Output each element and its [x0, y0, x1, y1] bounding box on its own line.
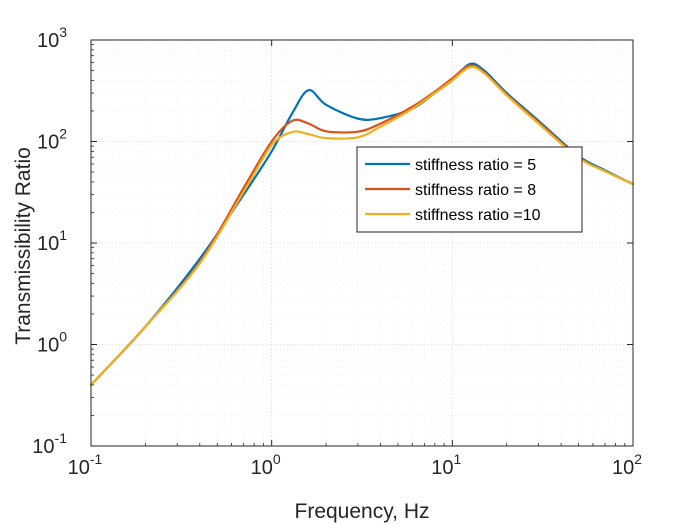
x-tick-base: 10 [431, 457, 453, 479]
y-tick-base: 10 [37, 30, 59, 52]
series-line-3 [89, 65, 635, 386]
ticks [90, 39, 634, 447]
y-tick-label: 103 [37, 24, 67, 52]
y-tick-base: 10 [37, 132, 59, 154]
x-tick-label: 100 [251, 451, 281, 479]
legend-label-2: stiffness ratio = 8 [415, 182, 536, 199]
y-tick-exponent: 2 [59, 126, 67, 142]
y-tick-exponent: 1 [59, 227, 67, 243]
x-tick-label: 101 [431, 451, 461, 479]
legend-label-1: stiffness ratio = 5 [415, 157, 536, 174]
x-tick-exponent: 0 [273, 451, 281, 467]
y-tick-base: 10 [37, 335, 59, 357]
legend: stiffness ratio = 5 stiffness ratio = 8 st… [356, 146, 583, 233]
series-lines [89, 62, 635, 386]
x-tick-base: 10 [251, 457, 273, 479]
y-tick-exponent: -1 [55, 430, 68, 446]
x-tick-exponent: 2 [634, 451, 642, 467]
y-tick-base: 10 [32, 436, 54, 458]
grid [90, 39, 634, 447]
x-tick-labels: 10-1 100 101 102 [68, 451, 643, 479]
y-tick-base: 10 [37, 233, 59, 255]
legend-label-3: stiffness ratio =10 [415, 207, 541, 224]
x-tick-base: 10 [612, 457, 634, 479]
x-tick-label: 10-1 [68, 451, 103, 479]
x-tick-base: 10 [68, 457, 90, 479]
x-tick-exponent: -1 [90, 451, 103, 467]
x-axis-label: Frequency, Hz [295, 500, 430, 523]
y-tick-label: 100 [37, 329, 67, 357]
x-tick-exponent: 1 [454, 451, 462, 467]
y-tick-label: 102 [37, 126, 67, 154]
x-tick-label: 102 [612, 451, 642, 479]
y-axis-label: Transmissibility Ratio [12, 147, 35, 345]
y-tick-exponent: 3 [59, 24, 67, 40]
y-tick-label: 10-1 [32, 430, 67, 458]
y-tick-label: 101 [37, 227, 67, 255]
y-tick-exponent: 0 [59, 329, 67, 345]
